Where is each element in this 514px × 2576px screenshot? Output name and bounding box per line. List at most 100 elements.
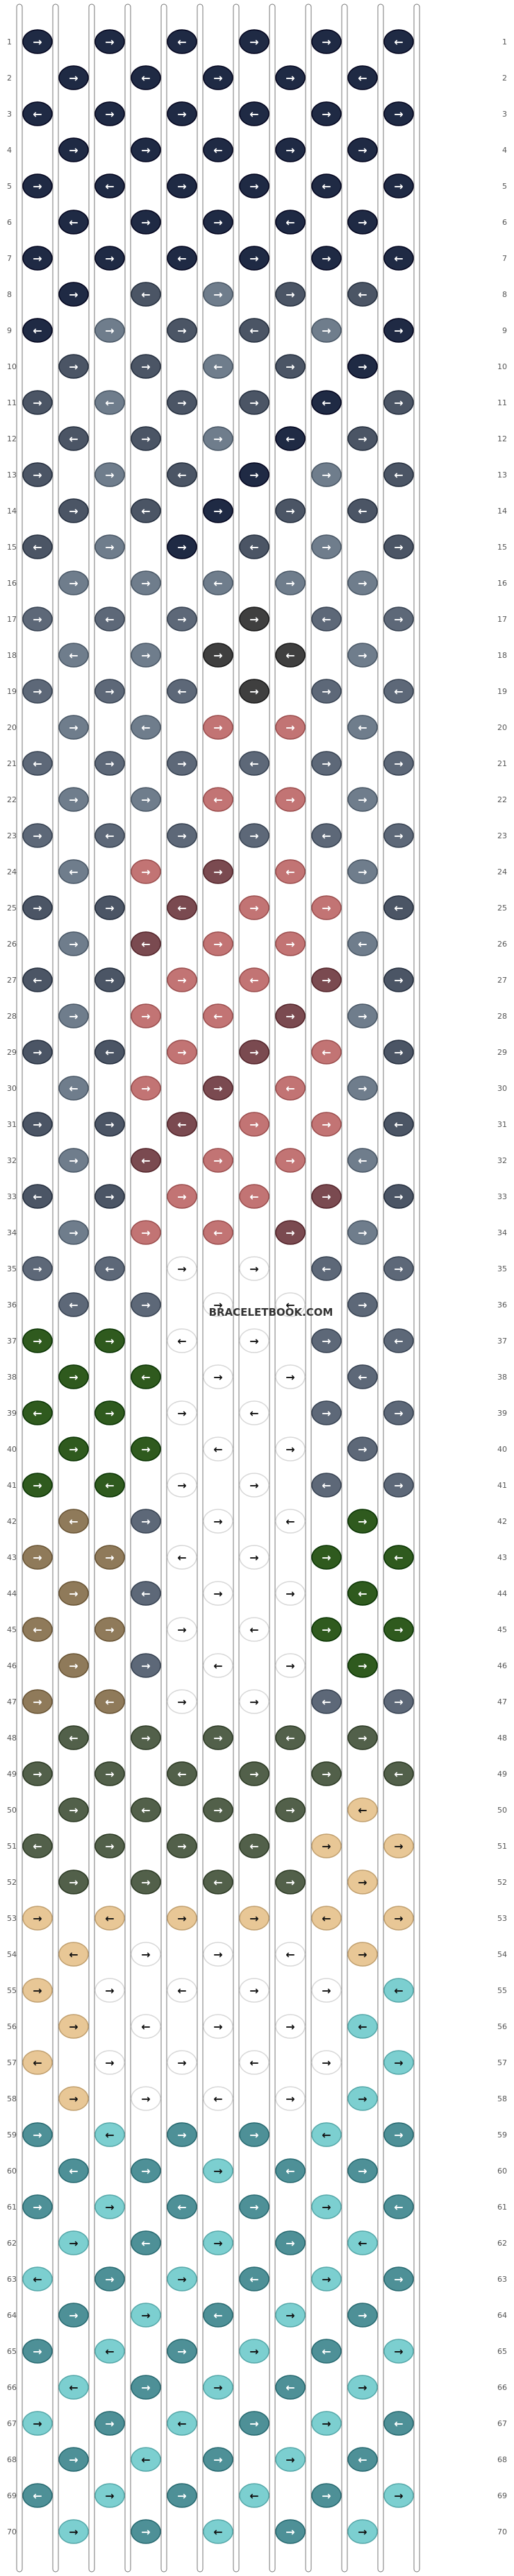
arrow-right-icon: → [141, 1226, 150, 1239]
arrow-right-icon: → [322, 685, 331, 698]
knot: → [22, 679, 53, 704]
row-label-left: 57 [7, 2058, 17, 2067]
knot: ← [203, 137, 233, 162]
row-label-left: 32 [7, 1156, 17, 1165]
row-label-right: 8 [502, 290, 507, 299]
arrow-right-icon: → [249, 2128, 258, 2142]
row-label-left: 66 [7, 2383, 17, 2392]
knot: → [203, 1148, 233, 1173]
row-label-left: 11 [7, 398, 17, 407]
arrow-right-icon: → [33, 2128, 42, 2142]
arrow-right-icon: → [213, 1731, 222, 1745]
arrow-right-icon: → [285, 1010, 295, 1023]
knot: → [275, 2086, 306, 2111]
arrow-right-icon: → [322, 901, 331, 915]
row-label-left: 42 [7, 1517, 17, 1526]
knot: ← [58, 643, 89, 668]
row-label-left: 12 [7, 434, 17, 443]
knot: ← [167, 29, 197, 54]
arrow-left-icon: ← [213, 793, 222, 806]
arrow-right-icon: → [105, 1118, 114, 1131]
knot: ← [275, 1292, 306, 1317]
knot: → [22, 1256, 53, 1281]
arrow-right-icon: → [213, 1298, 222, 1312]
row-label-right: 54 [497, 1950, 507, 1959]
knot: → [383, 101, 414, 126]
knot: → [239, 1761, 270, 1786]
knot: → [131, 137, 161, 162]
arrow-right-icon: → [33, 685, 42, 698]
arrow-right-icon: → [33, 180, 42, 193]
arrow-right-icon: → [105, 2489, 114, 2502]
knot: → [239, 895, 270, 920]
knot: → [167, 1833, 197, 1858]
arrow-right-icon: → [69, 1587, 78, 1600]
knot: → [275, 137, 306, 162]
row-label-left: 27 [7, 976, 17, 985]
knot: → [94, 534, 125, 559]
arrow-left-icon: ← [358, 2237, 367, 2250]
arrow-right-icon: → [213, 216, 222, 229]
row-label-right: 16 [497, 579, 507, 588]
row-label-left: 50 [7, 1806, 17, 1815]
arrow-right-icon: → [33, 1912, 42, 1925]
row-label-right: 22 [497, 795, 507, 804]
arrow-right-icon: → [394, 1479, 403, 1492]
row-label-right: 35 [497, 1264, 507, 1273]
knot: → [347, 1653, 378, 1678]
knot: → [58, 570, 89, 595]
arrow-left-icon: ← [177, 468, 186, 482]
string-4 [124, 3, 131, 2573]
arrow-left-icon: ← [141, 505, 150, 518]
row-label-left: 37 [7, 1337, 17, 1346]
row-label-left: 28 [7, 1012, 17, 1021]
row-label-left: 16 [7, 579, 17, 588]
knot: ← [167, 2194, 197, 2219]
knot: → [347, 1870, 378, 1895]
arrow-right-icon: → [213, 721, 222, 734]
arrow-right-icon: → [213, 505, 222, 518]
arrow-right-icon: → [394, 324, 403, 337]
arrow-right-icon: → [33, 1334, 42, 1348]
knot: ← [58, 1509, 89, 1534]
arrow-left-icon: ← [33, 108, 42, 121]
arrow-right-icon: → [213, 1804, 222, 1817]
knot: → [239, 1040, 270, 1065]
arrow-right-icon: → [141, 432, 150, 446]
arrow-right-icon: → [141, 1659, 150, 1672]
arrow-right-icon: → [69, 144, 78, 157]
arrow-left-icon: ← [213, 1010, 222, 1023]
row-label-left: 24 [7, 867, 17, 876]
row-label-right: 58 [497, 2094, 507, 2103]
knot: → [203, 65, 233, 90]
arrow-left-icon: ← [105, 613, 114, 626]
knot: → [203, 859, 233, 884]
knot: ← [203, 1003, 233, 1028]
arrow-left-icon: ← [33, 2489, 42, 2502]
knot: ← [275, 1725, 306, 1750]
arrow-left-icon: ← [141, 1804, 150, 1817]
arrow-right-icon: → [105, 2201, 114, 2214]
knot: → [203, 715, 233, 740]
knot: ← [58, 1292, 89, 1317]
knot: → [383, 2050, 414, 2075]
row-label-right: 31 [497, 1120, 507, 1129]
knot: → [275, 282, 306, 307]
knot: ← [22, 534, 53, 559]
arrow-left-icon: ← [105, 180, 114, 193]
knot: → [131, 859, 161, 884]
arrow-left-icon: ← [177, 2417, 186, 2430]
arrow-left-icon: ← [69, 1948, 78, 1961]
arrow-right-icon: → [69, 1371, 78, 1384]
knot: ← [167, 462, 197, 487]
arrow-right-icon: → [394, 829, 403, 842]
row-label-left: 5 [7, 182, 12, 191]
arrow-left-icon: ← [358, 2453, 367, 2466]
arrow-left-icon: ← [285, 2164, 295, 2178]
knot: → [239, 1473, 270, 1498]
row-label-left: 4 [7, 146, 12, 155]
knot: → [239, 173, 270, 198]
knot: ← [239, 1617, 270, 1642]
arrow-right-icon: → [358, 2092, 367, 2105]
knot: → [347, 787, 378, 812]
